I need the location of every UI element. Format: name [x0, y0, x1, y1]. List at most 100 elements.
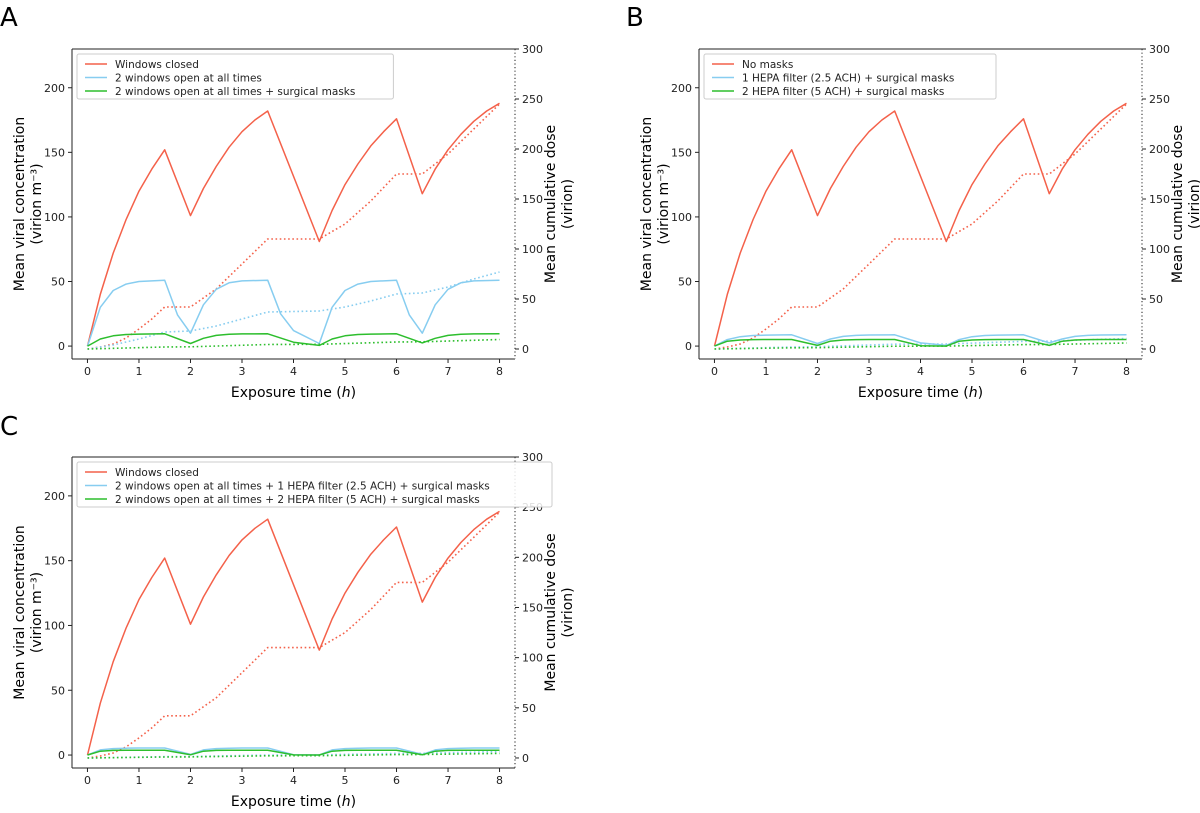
y2-tick-label: 250: [522, 93, 543, 106]
y2-tick-label: 250: [1149, 93, 1170, 106]
x-tick-label: 8: [1123, 365, 1130, 378]
x-tick-label: 2: [187, 774, 194, 787]
x-axis-label: Exposure time (h): [858, 385, 983, 401]
concentration-series-line: [86, 102, 500, 347]
x-tick-label: 7: [445, 774, 452, 787]
y2-tick-label: 0: [1149, 343, 1156, 356]
y2-tick-label: 150: [522, 601, 543, 614]
plot-area: [713, 102, 1128, 350]
y2-tick-label: 100: [522, 243, 543, 256]
dose-series-line: [87, 338, 500, 350]
y2-tick-label: 0: [522, 752, 529, 765]
x-tick-label: 0: [84, 774, 91, 787]
concentration-series-line: [86, 510, 500, 756]
y-tick-label: 200: [671, 82, 692, 95]
x-tick-label: 4: [290, 365, 297, 378]
y2-axis-label: Mean cumulative dose(virion): [543, 533, 576, 691]
x-tick-label: 0: [84, 365, 91, 378]
y-tick-label: 100: [44, 211, 65, 224]
y-tick-label: 200: [44, 82, 65, 95]
y2-tick-label: 50: [522, 293, 536, 306]
y-tick-label: 0: [58, 749, 65, 762]
y2-tick-label: 50: [1149, 293, 1163, 306]
x-tick-label: 2: [187, 365, 194, 378]
y-tick-label: 0: [58, 340, 65, 353]
y2-tick-label: 300: [1149, 43, 1170, 56]
y-tick-label: 150: [44, 555, 65, 568]
dose-series-line: [714, 103, 1128, 350]
y2-tick-label: 50: [522, 702, 536, 715]
x-tick-label: 5: [342, 774, 349, 787]
y-tick-label: 0: [685, 340, 692, 353]
x-axis-label: Exposure time (h): [231, 385, 356, 401]
y2-tick-label: 300: [522, 451, 543, 464]
x-tick-label: 1: [135, 365, 142, 378]
plot-area: [86, 102, 501, 350]
x-tick-label: 0: [711, 365, 718, 378]
panel-c: C0 1 2 3 4 5 6 7 8050100150200050100150200250300…: [0, 412, 576, 810]
y2-tick-label: 0: [522, 343, 529, 356]
y2-axis-label: Mean cumulative dose(virion): [1170, 125, 1200, 283]
legend-box: [76, 461, 553, 508]
x-tick-label: 6: [393, 365, 400, 378]
panel-a: A 0 1 2 3 4 5 6 7 8 0 50 100 150 200 0 50 100 150 200 250 300…: [0, 3, 576, 401]
legend-label: 2 windows open at all times + 2 HEPA fil…: [115, 494, 480, 506]
legend-label: Windows closed: [115, 59, 199, 71]
legend-box: [76, 53, 394, 100]
y2-tick-label: 200: [522, 551, 543, 564]
legend: No masks 1 HEPA filter (2.5 ACH) + surgic…: [703, 53, 997, 100]
legend-label: 2 windows open at all times + surgical m…: [115, 86, 355, 98]
dose-series-line: [87, 271, 500, 350]
legend-label: 2 windows open at all times + 1 HEPA fil…: [115, 481, 490, 493]
x-tick-label: 1: [135, 774, 142, 787]
x-tick-label: 5: [969, 365, 976, 378]
x-tick-label: 5: [342, 365, 349, 378]
x-axis-label: Exposure time (h): [231, 794, 356, 810]
y-tick-label: 50: [678, 276, 692, 289]
x-tick-label: 3: [238, 774, 245, 787]
x-tick-label: 7: [445, 365, 452, 378]
y2-tick-label: 100: [1149, 243, 1170, 256]
x-tick-label: 4: [917, 365, 924, 378]
y2-tick-label: 150: [1149, 193, 1170, 206]
legend-label: No masks: [742, 59, 793, 71]
y-axis-label: Mean viral concentration(virion m⁻³): [12, 117, 45, 291]
y2-axis-label: Mean cumulative dose(virion): [543, 125, 576, 283]
x-tick-label: 3: [238, 365, 245, 378]
concentration-series-line: [87, 749, 500, 756]
panel-letter: A: [0, 3, 18, 33]
y-tick-label: 100: [44, 619, 65, 632]
y-axis-label: Mean viral concentration(virion m⁻³): [12, 525, 45, 699]
legend: Windows closed 2 windows open at all time…: [76, 53, 394, 100]
panel-letter: C: [0, 412, 18, 442]
y2-tick-label: 200: [522, 143, 543, 156]
x-tick-label: 6: [393, 774, 400, 787]
y2-tick-label: 300: [522, 43, 543, 56]
x-tick-label: 7: [1072, 365, 1079, 378]
x-tick-label: 4: [290, 774, 297, 787]
legend-label: 2 windows open at all times: [115, 73, 262, 85]
legend-label: Windows closed: [115, 467, 199, 479]
dose-series-line: [87, 752, 500, 759]
panel-letter: B: [626, 3, 644, 33]
plot-area: [86, 510, 501, 759]
concentration-series-line: [86, 279, 500, 347]
dose-series-line: [714, 337, 1127, 350]
concentration-series-line: [714, 334, 1127, 347]
y2-tick-label: 150: [522, 193, 543, 206]
y-axis-label: Mean viral concentration(virion m⁻³): [639, 117, 672, 291]
x-tick-label: 8: [496, 365, 503, 378]
y-tick-label: 200: [44, 490, 65, 503]
y-tick-label: 50: [51, 684, 65, 697]
x-tick-label: 6: [1020, 365, 1027, 378]
y2-tick-label: 200: [1149, 143, 1170, 156]
y-tick-label: 100: [671, 211, 692, 224]
legend: Windows closed 2 windows open at all time…: [76, 461, 553, 508]
concentration-series-line: [87, 333, 500, 347]
dose-series-line: [714, 342, 1127, 350]
legend-box: [703, 53, 997, 100]
legend-label: 2 HEPA filter (5 ACH) + surgical masks: [742, 86, 944, 98]
y-tick-label: 50: [51, 276, 65, 289]
x-tick-label: 2: [814, 365, 821, 378]
